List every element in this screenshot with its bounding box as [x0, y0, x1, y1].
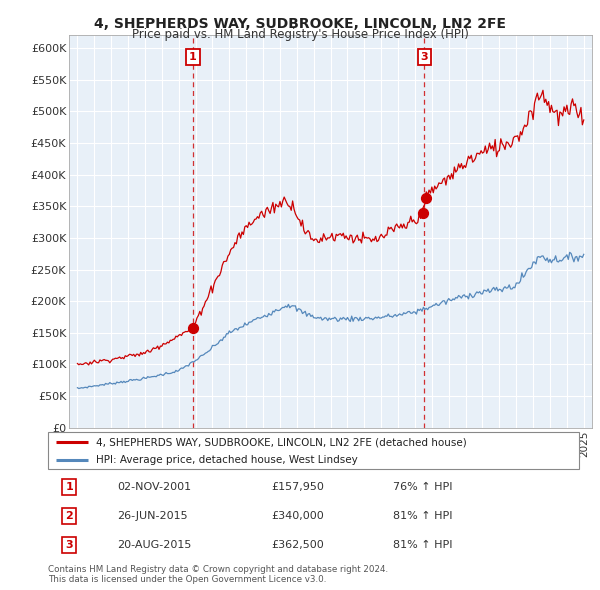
- Text: 1: 1: [65, 481, 73, 491]
- Point: [418, 208, 428, 217]
- Text: £340,000: £340,000: [271, 511, 324, 521]
- Text: 81% ↑ HPI: 81% ↑ HPI: [393, 540, 452, 550]
- Text: Contains HM Land Registry data © Crown copyright and database right 2024.: Contains HM Land Registry data © Crown c…: [48, 565, 388, 574]
- Text: £157,950: £157,950: [271, 481, 324, 491]
- Text: HPI: Average price, detached house, West Lindsey: HPI: Average price, detached house, West…: [96, 455, 358, 465]
- Text: 1: 1: [189, 52, 197, 62]
- Text: 02-NOV-2001: 02-NOV-2001: [117, 481, 191, 491]
- Point: [421, 194, 430, 203]
- Text: £362,500: £362,500: [271, 540, 324, 550]
- Text: 81% ↑ HPI: 81% ↑ HPI: [393, 511, 452, 521]
- Text: 26-JUN-2015: 26-JUN-2015: [117, 511, 188, 521]
- Text: 3: 3: [65, 540, 73, 550]
- Text: 2: 2: [65, 511, 73, 521]
- Text: 4, SHEPHERDS WAY, SUDBROOKE, LINCOLN, LN2 2FE: 4, SHEPHERDS WAY, SUDBROOKE, LINCOLN, LN…: [94, 17, 506, 31]
- Text: This data is licensed under the Open Government Licence v3.0.: This data is licensed under the Open Gov…: [48, 575, 326, 584]
- Text: 4, SHEPHERDS WAY, SUDBROOKE, LINCOLN, LN2 2FE (detached house): 4, SHEPHERDS WAY, SUDBROOKE, LINCOLN, LN…: [96, 437, 467, 447]
- Point: [188, 323, 197, 333]
- Text: 76% ↑ HPI: 76% ↑ HPI: [393, 481, 452, 491]
- Text: 3: 3: [421, 52, 428, 62]
- Text: 20-AUG-2015: 20-AUG-2015: [117, 540, 191, 550]
- Text: Price paid vs. HM Land Registry's House Price Index (HPI): Price paid vs. HM Land Registry's House …: [131, 28, 469, 41]
